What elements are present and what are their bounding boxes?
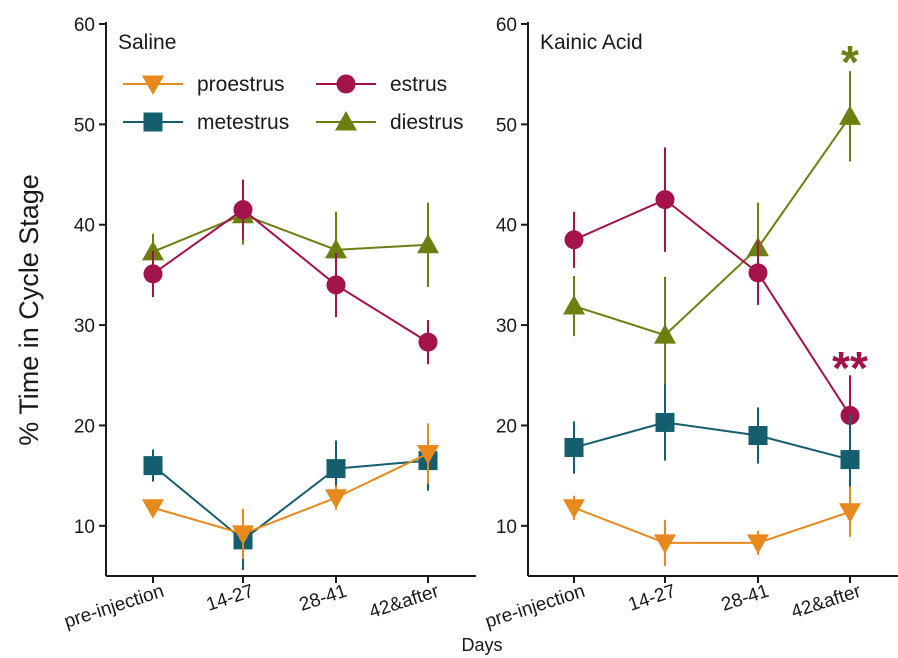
legend-label: estrus xyxy=(390,73,447,96)
data-point xyxy=(232,525,254,545)
series-metestrus xyxy=(564,384,860,505)
x-tick-label: pre-injection xyxy=(62,581,167,633)
series-line xyxy=(573,198,851,416)
series-estrus xyxy=(143,179,438,365)
data-point xyxy=(233,200,253,220)
data-point xyxy=(839,105,861,125)
series-line xyxy=(573,115,851,337)
series-diestrus xyxy=(142,184,439,288)
series-line xyxy=(573,421,851,461)
legend-label: proestrus xyxy=(197,73,285,96)
x-tick-label: pre-injection xyxy=(483,581,588,633)
data-point xyxy=(655,190,675,210)
data-point xyxy=(417,445,439,465)
data-point xyxy=(563,499,585,519)
y-tick-label: 10 xyxy=(74,517,95,538)
legend-marker xyxy=(143,112,163,132)
legend-item-estrus: estrus xyxy=(316,73,447,96)
legend-marker xyxy=(335,111,357,131)
legend-marker xyxy=(336,74,356,94)
data-point xyxy=(326,459,346,479)
y-tick-label: 60 xyxy=(74,15,95,36)
series-line xyxy=(152,208,429,344)
y-tick-label: 50 xyxy=(496,115,517,136)
y-tick-label: 30 xyxy=(496,316,517,337)
data-point xyxy=(418,332,438,352)
legend-item-proestrus: proestrus xyxy=(123,73,285,96)
x-tick-label: 14-27 xyxy=(626,581,679,616)
y-tick-label: 30 xyxy=(74,316,95,337)
data-point xyxy=(747,534,769,554)
x-tick-label: 14-27 xyxy=(204,581,257,616)
data-point xyxy=(143,264,163,284)
panel-title: Saline xyxy=(118,31,176,54)
significance-marker: ** xyxy=(832,342,868,394)
legend: proestrus estrus metestrus diestrus xyxy=(123,73,464,134)
data-point xyxy=(840,450,860,470)
series-line xyxy=(573,506,851,544)
data-point xyxy=(143,456,163,476)
chart-panels: 10 20 30 40 50 60 pre-injection 14-27 28-41 42&af… xyxy=(62,15,898,633)
data-point xyxy=(654,324,676,344)
data-point xyxy=(325,489,347,509)
data-point xyxy=(325,238,347,259)
x-tick-label: 42&after xyxy=(789,581,864,623)
legend-label: diestrus xyxy=(390,111,464,134)
y-axis-label: % Time in Cycle Stage xyxy=(14,174,44,446)
legend-item-diestrus: diestrus xyxy=(316,111,464,134)
data-point xyxy=(563,295,585,315)
data-point xyxy=(564,438,584,458)
panel-kainic-acid: 10 20 30 40 50 60 pre-injection 14-27 28-41 42&af… xyxy=(483,15,898,633)
y-tick-label: 60 xyxy=(496,15,517,36)
x-tick-label: 28-41 xyxy=(297,581,350,616)
x-tick-label: 42&after xyxy=(367,581,442,623)
data-point xyxy=(748,425,768,445)
x-axis-label: Days xyxy=(461,635,502,655)
series-line xyxy=(152,213,429,253)
data-point xyxy=(655,412,675,432)
series-line xyxy=(152,459,429,542)
data-point xyxy=(142,499,164,519)
series-proestrus xyxy=(563,486,861,566)
x-tick-label: 28-41 xyxy=(719,581,772,616)
data-point xyxy=(654,534,676,554)
significance-marker: * xyxy=(841,36,859,88)
y-tick-label: 20 xyxy=(496,416,517,437)
data-point xyxy=(326,275,346,295)
panel-saline: 10 20 30 40 50 60 pre-injection 14-27 28-41 42&af… xyxy=(62,15,476,633)
legend-item-metestrus: metestrus xyxy=(123,111,289,134)
series-line xyxy=(152,452,429,535)
data-point xyxy=(142,240,164,261)
y-tick-label: 50 xyxy=(74,115,95,136)
legend-label: metestrus xyxy=(197,111,289,134)
data-point xyxy=(564,230,584,250)
data-point xyxy=(748,263,768,283)
series-metestrus xyxy=(143,430,438,570)
panel-title: Kainic Acid xyxy=(540,31,643,54)
series-estrus xyxy=(564,147,860,456)
series-diestrus xyxy=(563,71,861,394)
series-proestrus xyxy=(142,423,439,559)
legend-marker xyxy=(142,75,164,95)
y-tick-label: 40 xyxy=(496,216,517,237)
y-tick-label: 40 xyxy=(74,216,95,237)
y-tick-label: 20 xyxy=(74,416,95,437)
data-point xyxy=(417,233,439,254)
y-tick-label: 10 xyxy=(496,517,517,538)
data-point xyxy=(839,503,861,523)
